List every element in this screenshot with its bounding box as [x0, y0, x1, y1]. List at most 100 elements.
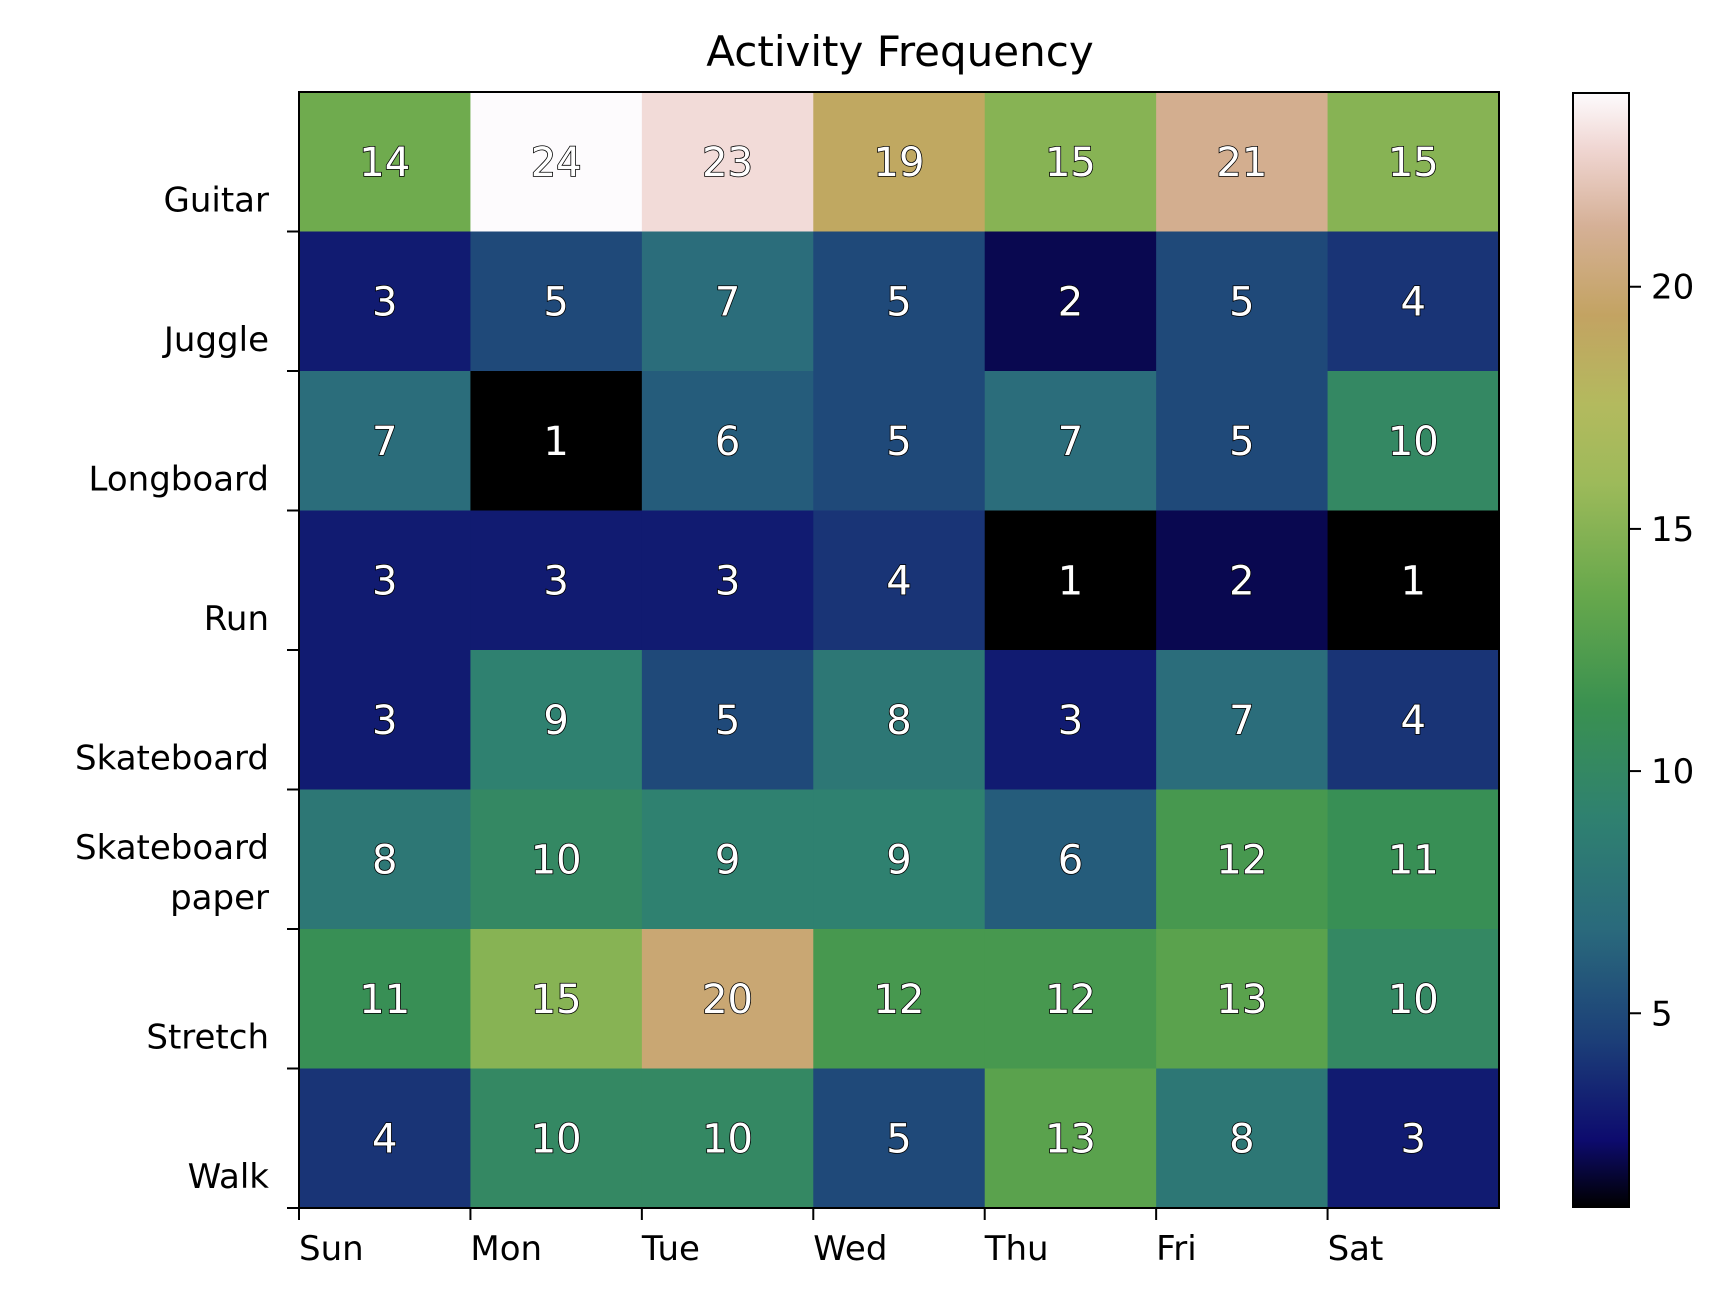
- heatmap-cell: [984, 231, 1157, 372]
- colorbar-tick-label: 20: [1651, 268, 1694, 308]
- heatmap-cell: [1156, 510, 1329, 651]
- heatmap-cell: [1156, 371, 1329, 511]
- heatmap-cell: [813, 650, 986, 790]
- y-tick-label: Guitar: [164, 181, 270, 221]
- heatmap-cell: [813, 92, 986, 232]
- cell-value-label: 10: [1388, 419, 1439, 465]
- heatmap-cell: [813, 929, 986, 1069]
- cell-value-label: 3: [372, 698, 397, 744]
- cell-value-label: 11: [1388, 837, 1439, 883]
- cell-value-label: 1: [1401, 558, 1426, 604]
- heatmap-cell: [299, 510, 471, 651]
- y-tick-label: Longboard: [89, 460, 269, 500]
- cell-value-label: 20: [702, 977, 753, 1023]
- heatmap-cell: [641, 929, 814, 1069]
- heatmap-cell: [1156, 650, 1329, 790]
- colorbar-tick-label: 15: [1651, 510, 1694, 550]
- heatmap-cell: [1327, 789, 1500, 930]
- cell-value-label: 8: [1229, 1116, 1254, 1162]
- heatmap-cell: [641, 371, 814, 511]
- cell-value-label: 24: [531, 140, 582, 186]
- heatmap-cell: [299, 1068, 471, 1209]
- colorbar-ticks: 5 10 15 20: [1629, 268, 1694, 1034]
- heatmap-cell: [984, 929, 1157, 1069]
- heatmap-cell: [470, 1068, 643, 1209]
- heatmap-cell: [984, 789, 1157, 930]
- cell-value-label: 3: [715, 558, 740, 604]
- x-tick-label: Wed: [813, 1229, 887, 1269]
- cell-value-label: 5: [1229, 419, 1254, 465]
- cell-value-label: 4: [372, 1116, 397, 1162]
- heatmap-cell: [1156, 92, 1329, 232]
- heatmap-cell: [1156, 231, 1329, 372]
- cell-value-label: 15: [1388, 140, 1439, 186]
- cell-value-label: 12: [1045, 977, 1096, 1023]
- heatmap-cell: [1327, 650, 1500, 790]
- cell-value-label: 15: [531, 977, 582, 1023]
- cell-value-label: 3: [1058, 698, 1083, 744]
- heatmap-cell: [299, 789, 471, 930]
- cell-value-label: 6: [715, 419, 740, 465]
- cell-value-label: 6: [1058, 837, 1083, 883]
- cell-value-label: 5: [886, 419, 911, 465]
- cell-value-label: 1: [1058, 558, 1083, 604]
- cell-value-label: 3: [1401, 1116, 1426, 1162]
- y-tick-label: Run: [204, 599, 269, 639]
- cell-value-label: 4: [886, 558, 911, 604]
- cell-value-label: 3: [372, 558, 397, 604]
- y-tick-label: Skateboard paper: [75, 828, 269, 918]
- heatmap-cell: [470, 789, 643, 930]
- x-tick-label: Thu: [984, 1229, 1049, 1269]
- cell-value-label: 10: [531, 1116, 582, 1162]
- heatmap-cell: [984, 1068, 1157, 1209]
- x-tick-label: Sat: [1328, 1229, 1384, 1269]
- cell-value-label: 11: [359, 977, 410, 1023]
- heatmap-cell: [813, 371, 986, 511]
- cell-value-label: 10: [1388, 977, 1439, 1023]
- cell-value-label: 4: [1401, 279, 1426, 325]
- heatmap-cell: [470, 92, 643, 232]
- cell-value-label: 5: [543, 279, 568, 325]
- y-tick-label: Walk: [188, 1157, 270, 1197]
- colorbar-tick-label: 5: [1651, 994, 1673, 1034]
- cell-value-label: 9: [715, 837, 740, 883]
- heatmap-cell: [813, 789, 986, 930]
- cell-value-label: 14: [359, 140, 410, 186]
- cell-value-label: 13: [1216, 977, 1267, 1023]
- cell-value-label: 15: [1045, 140, 1096, 186]
- cell-value-label: 9: [543, 698, 568, 744]
- cell-value-label: 10: [531, 837, 582, 883]
- cell-value-label: 3: [543, 558, 568, 604]
- heatmap-cell-labels: 14 24 23 19 15 21 153 5 7 5 2 5 47 1 6 5 7 5 103 3 3 4 1 2 13 9 5 8…: [358, 139, 1439, 1163]
- heatmap-cell: [299, 92, 471, 232]
- cell-value-label: 7: [1229, 698, 1254, 744]
- heatmap-cell: [470, 510, 643, 651]
- heatmap-cell: [641, 1068, 814, 1209]
- cell-value-label: 12: [1216, 837, 1267, 883]
- heatmap-cell: [1156, 929, 1329, 1069]
- cell-value-label: 8: [886, 698, 911, 744]
- heatmap-cell: [299, 650, 471, 790]
- heatmap-cell: [299, 371, 471, 511]
- heatmap-cell: [641, 510, 814, 651]
- heatmap-cell: [641, 650, 814, 790]
- colorbar-tick-label: 10: [1651, 752, 1694, 792]
- cell-value-label: 21: [1216, 140, 1267, 186]
- cell-value-label: 19: [874, 140, 925, 186]
- heatmap-cell: [1327, 92, 1500, 232]
- cell-value-label: 5: [886, 1116, 911, 1162]
- heatmap-cell: [470, 371, 643, 511]
- heatmap-cell: [984, 650, 1157, 790]
- cell-value-label: 5: [715, 698, 740, 744]
- heatmap-cell: [984, 92, 1157, 232]
- heatmap-cell: [470, 231, 643, 372]
- x-tick-label: Mon: [470, 1229, 542, 1269]
- heatmap-cell: [1327, 1068, 1500, 1209]
- heatmap-cell: [1156, 789, 1329, 930]
- heatmap-cell: [299, 929, 471, 1069]
- cell-value-label: 5: [886, 279, 911, 325]
- cell-value-label: 12: [874, 977, 925, 1023]
- cell-value-label: 5: [1229, 279, 1254, 325]
